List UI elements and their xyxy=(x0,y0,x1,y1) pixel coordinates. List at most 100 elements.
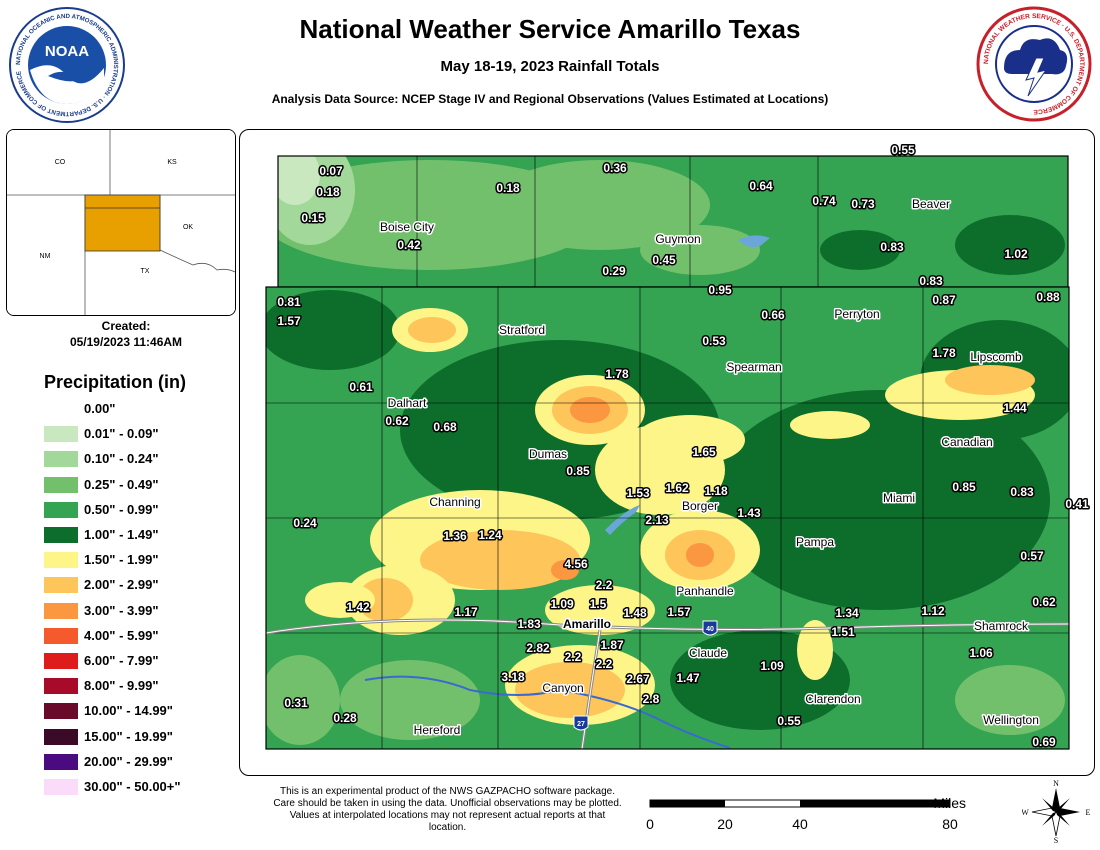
rainfall-value-label: 1.44 xyxy=(1003,401,1027,415)
rainfall-value-label: 2.8 xyxy=(643,692,660,706)
created-value: 05/19/2023 11:46AM xyxy=(69,335,183,349)
city-label: Panhandle xyxy=(676,584,734,598)
rainfall-value-label: 1.43 xyxy=(737,506,761,520)
rainfall-value-label: 1.48 xyxy=(623,606,647,620)
data-source-note: Analysis Data Source: NCEP Stage IV and … xyxy=(271,92,829,106)
rainfall-value-label: 1.62 xyxy=(665,481,689,495)
compass-n: N xyxy=(1053,779,1059,788)
rainfall-value-label: 0.55 xyxy=(777,714,801,728)
rainfall-value-label: 0.42 xyxy=(397,238,421,252)
rainfall-value-label: 1.09 xyxy=(550,597,574,611)
legend-label: 20.00" - 29.99" xyxy=(84,753,173,769)
legend-label: 10.00" - 14.99" xyxy=(84,703,173,719)
interstate-40-shield-icon: 40 xyxy=(702,620,718,636)
compass-s: S xyxy=(1054,836,1058,844)
rainfall-value-label: 1.36 xyxy=(443,529,467,543)
rainfall-value-label: 1.34 xyxy=(835,606,859,620)
rainfall-value-label: 1.5 xyxy=(590,597,607,611)
legend-swatch xyxy=(44,653,78,669)
rainfall-value-label: 1.42 xyxy=(346,600,370,614)
legend-label: 0.25" - 0.49" xyxy=(84,476,159,492)
legend-swatch xyxy=(44,753,78,770)
texas-panhandle-area xyxy=(266,287,1069,749)
rainfall-value-label: 1.78 xyxy=(932,346,956,360)
rainfall-value-label: 1.65 xyxy=(692,445,716,459)
city-label: Pampa xyxy=(796,535,834,549)
city-label: Canyon xyxy=(542,681,583,695)
rainfall-value-label: 3.18 xyxy=(501,670,525,684)
legend-title: Precipitation (in) xyxy=(44,372,187,392)
inset-label-nm: NM xyxy=(40,253,51,260)
rainfall-value-label: 0.62 xyxy=(1032,595,1056,609)
rainfall-value-label: 0.73 xyxy=(851,197,875,211)
rainfall-value-label: 0.95 xyxy=(708,283,732,297)
city-label: Clarendon xyxy=(805,692,860,706)
city-label: Stratford xyxy=(499,323,545,337)
legend-swatch xyxy=(44,728,78,745)
rainfall-value-label: 1.02 xyxy=(1004,247,1028,261)
city-label: Boise City xyxy=(380,220,434,234)
i27-shield-label: 27 xyxy=(577,721,585,728)
inset-label-tx: TX xyxy=(141,268,150,275)
rainfall-value-label: 0.85 xyxy=(952,480,976,494)
inset-label-ok: OK xyxy=(183,224,193,231)
city-label: Spearman xyxy=(726,360,781,374)
rainfall-value-label: 0.74 xyxy=(812,194,836,208)
scale-tick-20: 20 xyxy=(717,816,733,832)
city-label: Hereford xyxy=(414,723,461,737)
rainfall-value-label: 0.83 xyxy=(1010,485,1034,499)
legend-label: 6.00" - 7.99" xyxy=(84,653,159,668)
legend-label: 0.10" - 0.24" xyxy=(84,451,159,467)
rainfall-value-label: 0.85 xyxy=(566,464,590,478)
inset-label-co: CO xyxy=(55,159,66,166)
city-label: Miami xyxy=(883,491,915,505)
rainfall-value-label: 2.2 xyxy=(565,650,582,664)
rainfall-value-label: 0.61 xyxy=(349,380,373,394)
legend-label: 2.00" - 2.99" xyxy=(84,577,159,593)
rainfall-value-label: 1.57 xyxy=(667,605,691,619)
scale-tick-40: 40 xyxy=(792,816,808,832)
city-label: Canadian xyxy=(941,435,992,449)
legend-swatch xyxy=(44,527,78,543)
rainfall-value-label: 0.57 xyxy=(1020,549,1044,563)
rainfall-value-label: 2.67 xyxy=(626,672,650,686)
legend-swatch xyxy=(44,577,78,594)
rainfall-value-label: 1.47 xyxy=(676,671,700,685)
rainfall-value-label: 0.66 xyxy=(761,308,785,322)
legend-label: 3.00" - 3.99" xyxy=(84,602,159,618)
page-title: National Weather Service Amarillo Texas xyxy=(299,14,801,44)
rainfall-value-labels: 0.07 0.18 0.15 0.42 0.18 0.36 0.29 0.45 0.64 0.74… xyxy=(276,142,1091,751)
rainfall-value-label: 1.78 xyxy=(605,367,629,381)
rainfall-value-label: 0.83 xyxy=(919,274,943,288)
legend-swatch xyxy=(44,451,78,468)
rainfall-value-label: 0.45 xyxy=(652,253,676,267)
rainfall-value-label: 0.68 xyxy=(433,420,457,434)
rainfall-value-label: 1.17 xyxy=(454,605,478,619)
noaa-logo-text: NOAA xyxy=(45,43,89,60)
oklahoma-panhandle-area xyxy=(278,156,1068,287)
scale-unit: Miles xyxy=(933,796,966,811)
noaa-seal-icon: NATIONAL OCEANIC AND ATMOSPHERIC ADMINIS… xyxy=(9,7,125,123)
legend-swatch xyxy=(44,703,78,720)
rainfall-value-label: 0.28 xyxy=(333,711,357,725)
created-timestamp: Created: 05/19/2023 11:46AM xyxy=(6,318,246,350)
city-label: Beaver xyxy=(912,197,950,211)
rainfall-value-label: 1.53 xyxy=(626,486,650,500)
rainfall-value-label: 2.2 xyxy=(596,578,613,592)
compass-e: E xyxy=(1086,808,1091,817)
scale-tick-0: 0 xyxy=(646,816,654,832)
i40-shield-label: 40 xyxy=(706,626,714,633)
rainfall-value-label: 4.56 xyxy=(564,557,588,571)
rainfall-value-label: 1.87 xyxy=(600,638,624,652)
locator-inset-map: CO KS NM OK TX xyxy=(6,129,236,316)
compass-w: W xyxy=(1022,808,1029,817)
rainfall-value-label: 0.69 xyxy=(1032,735,1056,749)
rainfall-value-label: 0.24 xyxy=(293,516,317,530)
city-labels: Boise City Guymon Beaver Stratford Perryton S… xyxy=(378,196,1040,739)
city-label: Dalhart xyxy=(388,396,427,410)
map-scale-bar: 0 20 40 80 Miles xyxy=(646,796,966,832)
rainfall-value-label: 1.09 xyxy=(760,659,784,673)
legend-swatch xyxy=(44,401,78,417)
rainfall-value-label: 1.18 xyxy=(704,484,728,498)
